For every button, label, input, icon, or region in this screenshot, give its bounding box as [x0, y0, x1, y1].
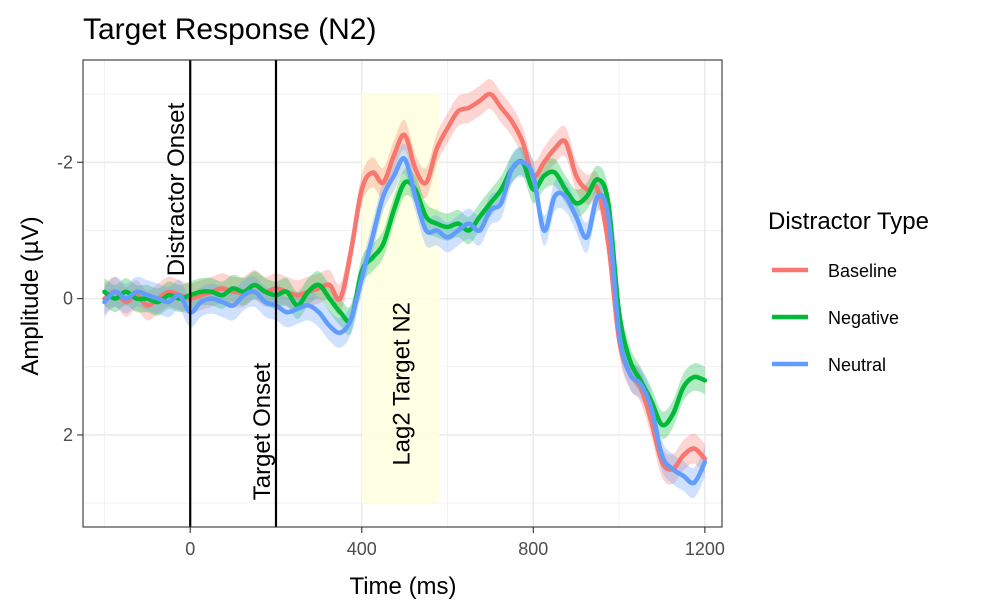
legend-label-baseline: Baseline — [828, 261, 897, 281]
plot-border — [82, 59, 723, 528]
x-axis-ticks: 0 400 800 1200 — [185, 527, 725, 559]
series-line-baseline — [102, 91, 708, 472]
legend: Distractor Type Baseline Negative Neutral — [768, 208, 929, 375]
x-tick-label: 1200 — [685, 539, 725, 559]
distractor-onset-label: Distractor Onset — [163, 103, 190, 277]
target-onset-label: Target Onset — [249, 363, 276, 501]
legend-items: Baseline Negative Neutral — [772, 261, 899, 375]
y-axis-ticks: -2 0 2 — [57, 152, 83, 445]
plot-panel: Distractor Onset Target Onset Lag2 Target … — [82, 59, 723, 528]
y-tick-label: -2 — [57, 152, 73, 172]
band-baseline — [104, 78, 705, 485]
series-line-negative — [102, 159, 708, 428]
chart-title: Target Response (N2) — [83, 13, 376, 46]
legend-label-negative: Negative — [828, 308, 899, 328]
onset-lines — [189, 60, 278, 527]
series-lines — [102, 91, 708, 486]
annotations: Distractor Onset Target Onset Lag2 Target … — [163, 103, 415, 501]
x-tick-label: 0 — [185, 539, 195, 559]
legend-label-neutral: Neutral — [828, 355, 886, 375]
series-line-neutral — [102, 156, 708, 486]
x-tick-label: 800 — [518, 539, 548, 559]
x-tick-label: 400 — [347, 539, 377, 559]
x-axis-title: Time (ms) — [349, 573, 456, 600]
lag2-target-n2-label: Lag2 Target N2 — [388, 302, 415, 466]
y-tick-label: 2 — [63, 425, 73, 445]
legend-title: Distractor Type — [768, 208, 929, 235]
y-axis-title: Amplitude (µV) — [17, 216, 44, 375]
y-tick-label: 0 — [63, 289, 73, 309]
